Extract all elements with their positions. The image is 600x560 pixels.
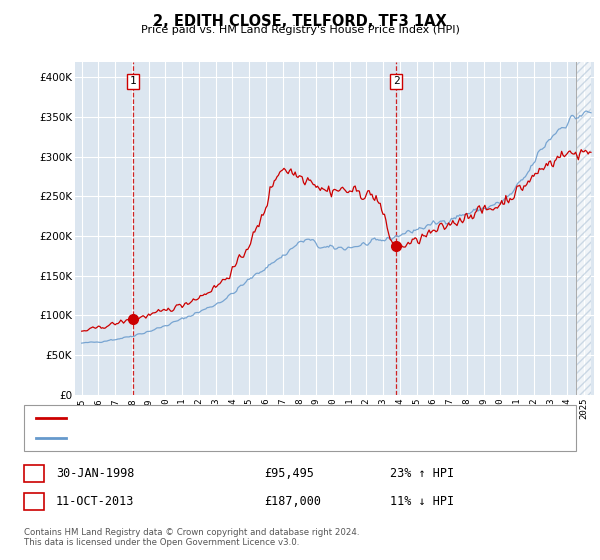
Text: 1: 1 — [130, 76, 137, 86]
Text: 11-OCT-2013: 11-OCT-2013 — [56, 494, 134, 508]
Text: 2, EDITH CLOSE, TELFORD, TF3 1AX: 2, EDITH CLOSE, TELFORD, TF3 1AX — [153, 14, 447, 29]
Text: Contains HM Land Registry data © Crown copyright and database right 2024.
This d: Contains HM Land Registry data © Crown c… — [24, 528, 359, 547]
Text: £187,000: £187,000 — [264, 494, 321, 508]
Text: 11% ↓ HPI: 11% ↓ HPI — [390, 494, 454, 508]
Text: 2: 2 — [31, 494, 37, 508]
Text: HPI: Average price, detached house, Telford and Wrekin: HPI: Average price, detached house, Telf… — [72, 433, 362, 443]
Text: 2: 2 — [393, 76, 400, 86]
Text: 2, EDITH CLOSE, TELFORD, TF3 1AX (detached house): 2, EDITH CLOSE, TELFORD, TF3 1AX (detach… — [72, 413, 353, 423]
Text: Price paid vs. HM Land Registry's House Price Index (HPI): Price paid vs. HM Land Registry's House … — [140, 25, 460, 35]
Text: 23% ↑ HPI: 23% ↑ HPI — [390, 466, 454, 480]
Text: 30-JAN-1998: 30-JAN-1998 — [56, 466, 134, 480]
Text: 1: 1 — [31, 466, 37, 480]
Text: £95,495: £95,495 — [264, 466, 314, 480]
